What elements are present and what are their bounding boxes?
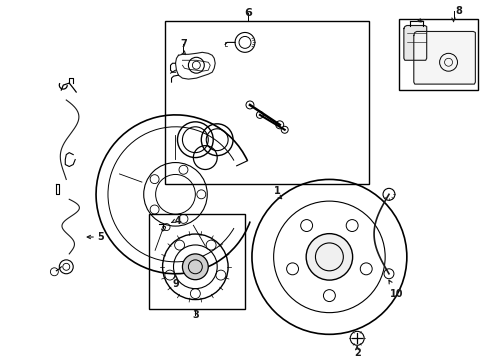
Text: 5: 5 — [98, 232, 104, 242]
Text: 2: 2 — [353, 348, 360, 358]
Text: 1: 1 — [274, 186, 281, 196]
Text: 4: 4 — [175, 216, 182, 226]
Circle shape — [182, 254, 208, 280]
Polygon shape — [413, 31, 474, 84]
Polygon shape — [403, 26, 426, 60]
Bar — [148, 214, 244, 309]
Text: 8: 8 — [454, 6, 461, 15]
Text: 9: 9 — [172, 279, 179, 289]
Text: 10: 10 — [389, 289, 403, 298]
Bar — [164, 21, 368, 184]
Bar — [398, 19, 477, 90]
Text: 7: 7 — [180, 39, 186, 49]
Text: 3: 3 — [192, 310, 198, 320]
Text: 6: 6 — [244, 8, 251, 18]
Circle shape — [305, 234, 352, 280]
